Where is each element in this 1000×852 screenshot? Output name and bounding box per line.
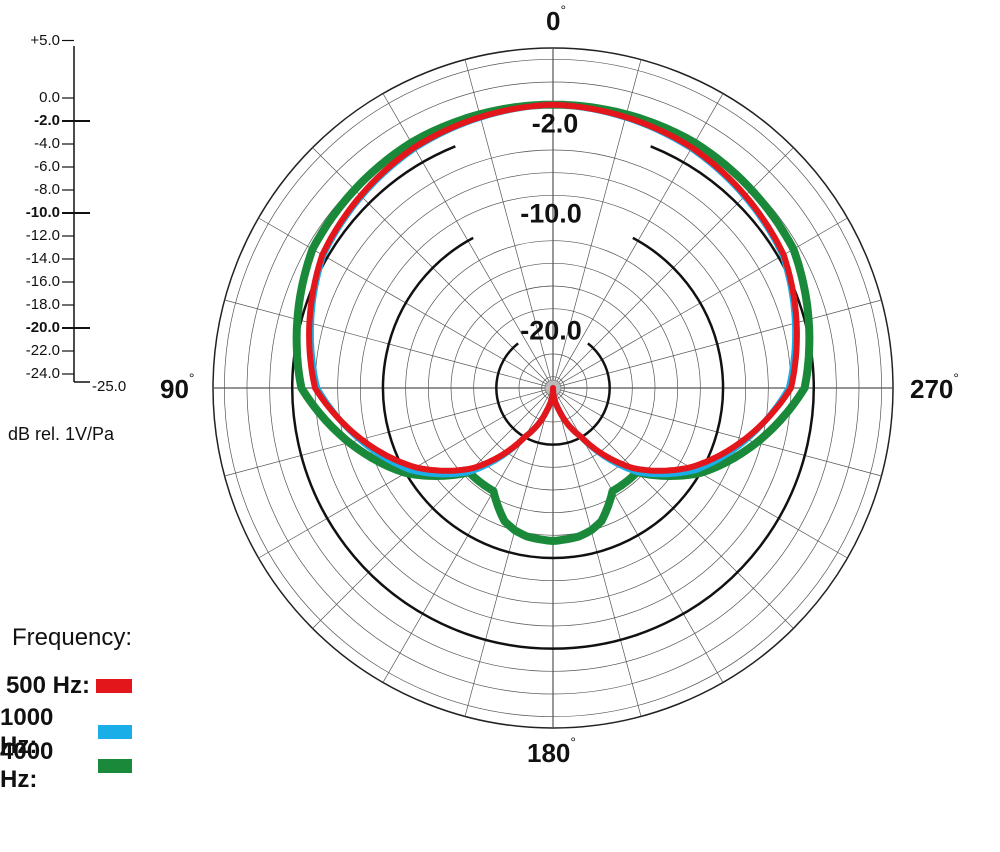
scale-label: -20.0 <box>25 319 60 336</box>
scale-label: -4.0 <box>34 135 60 152</box>
scale-label: -2.0 <box>34 112 60 129</box>
ring-label-20: -20.0 <box>520 315 582 346</box>
scale-label: -24.0 <box>25 365 60 382</box>
scale-label: -12.0 <box>25 227 60 244</box>
angle-label-0: 0° <box>546 2 567 36</box>
ring-label-10: -10.0 <box>520 198 582 229</box>
scale-label: -6.0 <box>34 158 60 175</box>
legend-swatch-500hz <box>96 679 132 693</box>
scale-label: -8.0 <box>34 181 60 198</box>
scale-label: -16.0 <box>25 273 60 290</box>
legend-item-1000hz: 1000 Hz: <box>0 704 132 760</box>
scale-min-label: -25.0 <box>92 378 127 395</box>
legend-item-4000hz: 4000 Hz: <box>0 738 132 794</box>
bold-ring <box>291 145 815 650</box>
legend-item-500hz: 500 Hz: <box>6 672 132 700</box>
legend-swatch-1000hz <box>98 725 132 739</box>
legend-title: Frequency: <box>12 624 133 651</box>
scale-label: -18.0 <box>25 296 60 313</box>
angle-label-90: 90° <box>160 370 195 404</box>
bold-ring <box>381 236 725 560</box>
angle-label-180: 180° <box>527 734 576 768</box>
units-label: dB rel. 1V/Pa <box>8 424 115 444</box>
angle-label-270: 270° <box>910 370 959 404</box>
bold-ring <box>495 342 611 446</box>
series-4000hz <box>292 100 814 545</box>
scale-label: 0.0 <box>39 89 60 106</box>
ring-label-2: -2.0 <box>531 108 579 139</box>
legend-swatch-4000hz <box>98 759 132 773</box>
scale-label: -14.0 <box>25 250 60 267</box>
series-500hz <box>306 101 800 474</box>
scale-label: +5.0 <box>30 31 60 49</box>
scale-label: -10.0 <box>25 204 60 221</box>
scale-label: -22.0 <box>25 342 60 359</box>
